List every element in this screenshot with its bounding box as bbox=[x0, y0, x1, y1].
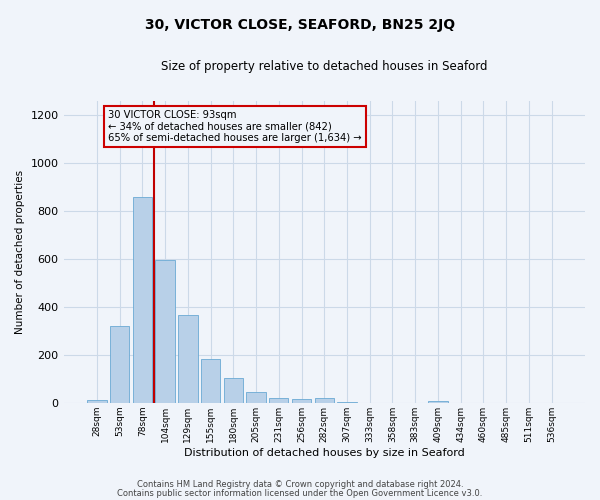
Bar bbox=[201, 359, 220, 403]
Bar bbox=[337, 402, 356, 403]
Text: 30, VICTOR CLOSE, SEAFORD, BN25 2JQ: 30, VICTOR CLOSE, SEAFORD, BN25 2JQ bbox=[145, 18, 455, 32]
Bar bbox=[247, 392, 266, 403]
Bar bbox=[314, 398, 334, 403]
Bar bbox=[269, 398, 289, 403]
Bar bbox=[178, 315, 197, 403]
Bar bbox=[155, 260, 175, 403]
Bar bbox=[133, 196, 152, 403]
Bar bbox=[224, 378, 243, 403]
X-axis label: Distribution of detached houses by size in Seaford: Distribution of detached houses by size … bbox=[184, 448, 464, 458]
Bar bbox=[292, 398, 311, 403]
Title: Size of property relative to detached houses in Seaford: Size of property relative to detached ho… bbox=[161, 60, 488, 73]
Text: 30 VICTOR CLOSE: 93sqm
← 34% of detached houses are smaller (842)
65% of semi-de: 30 VICTOR CLOSE: 93sqm ← 34% of detached… bbox=[108, 110, 362, 144]
Y-axis label: Number of detached properties: Number of detached properties bbox=[15, 170, 25, 334]
Bar bbox=[428, 401, 448, 403]
Bar bbox=[87, 400, 107, 403]
Bar bbox=[110, 326, 130, 403]
Text: Contains HM Land Registry data © Crown copyright and database right 2024.: Contains HM Land Registry data © Crown c… bbox=[137, 480, 463, 489]
Text: Contains public sector information licensed under the Open Government Licence v3: Contains public sector information licen… bbox=[118, 488, 482, 498]
